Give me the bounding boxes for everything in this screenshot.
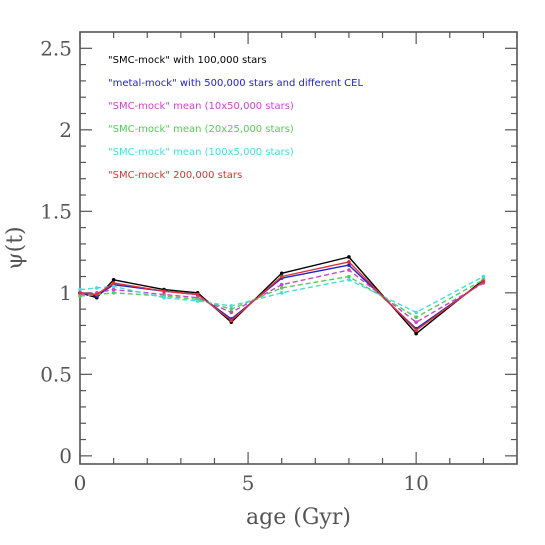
series-point-6 [481,279,486,284]
series-point-4 [414,315,418,320]
series-point-3 [414,320,418,324]
series-line-6 [79,261,484,331]
y-tick-label: 2.5 [40,36,72,60]
axis-labels: age (Gyr) ψ(t) [3,226,351,530]
plot-frame-border [79,31,518,465]
series-point-1 [279,271,284,276]
y-tick-label: 1.5 [40,199,72,223]
series-point-1 [414,331,418,336]
series-point-6 [414,328,418,333]
series-point-5 [95,286,99,290]
series-point-1 [111,277,116,282]
legend-entry-5: "SMC-mock" mean (100x5,000 stars) [108,147,294,158]
series-point-6 [78,291,82,295]
series-point-6 [95,292,99,297]
y-tick-label: 0 [59,444,72,468]
series-point-4 [111,291,116,295]
series-point-1 [347,255,351,259]
y-axis-label: ψ(t) [3,226,28,269]
x-axis-label: age (Gyr) [246,505,351,530]
series-point-2 [347,263,351,267]
series-point-3 [347,268,351,272]
series-point-3 [279,282,284,287]
plot-frame [79,31,518,465]
series-point-5 [78,287,82,292]
axis-ticks: 0 5 10 0 0.5 1 1.5 2 2.5 [40,32,518,495]
series-line-5 [79,275,484,314]
series-point-6 [195,292,200,297]
series-point-4 [229,307,234,311]
y-tick-label: 0.5 [40,362,72,386]
series-line-4 [79,275,484,318]
data-series [78,255,486,336]
series-point-4 [347,274,351,279]
legend-entry-1: "SMC-mock" with 100,000 stars [108,55,267,66]
series-point-6 [162,289,166,294]
series-point-5 [481,274,486,279]
series-point-4 [78,294,82,298]
series-point-5 [162,295,166,300]
series-point-3 [229,310,234,315]
legend-entry-6: "SMC-mock" 200,000 stars [108,170,242,181]
legend-entry-4: "SMC-mock" mean (20x25,000 stars) [108,124,294,135]
series-point-6 [229,318,234,323]
x-tick-label: 0 [74,471,87,495]
series-point-5 [414,310,418,315]
legend: "SMC-mock" with 100,000 stars "metal-mock… [108,55,363,181]
y-tick-label: 2 [59,118,72,142]
series-point-6 [111,281,116,285]
series-line-1 [79,256,484,335]
series-point-5 [111,284,116,289]
y-tick-label: 1 [59,281,72,305]
legend-entry-3: "SMC-mock" mean (10x50,000 stars) [108,101,294,112]
series-point-3 [111,287,116,292]
series-point-6 [279,274,284,279]
series-point-6 [347,260,351,264]
series-point-4 [279,286,284,290]
series-point-5 [347,277,351,282]
series-point-5 [229,304,234,308]
series-point-5 [279,291,284,295]
x-tick-label: 10 [403,471,428,495]
series-point-5 [195,299,200,303]
legend-entry-2: "metal-mock" with 500,000 stars and diff… [108,78,363,89]
x-tick-label: 5 [242,471,255,495]
